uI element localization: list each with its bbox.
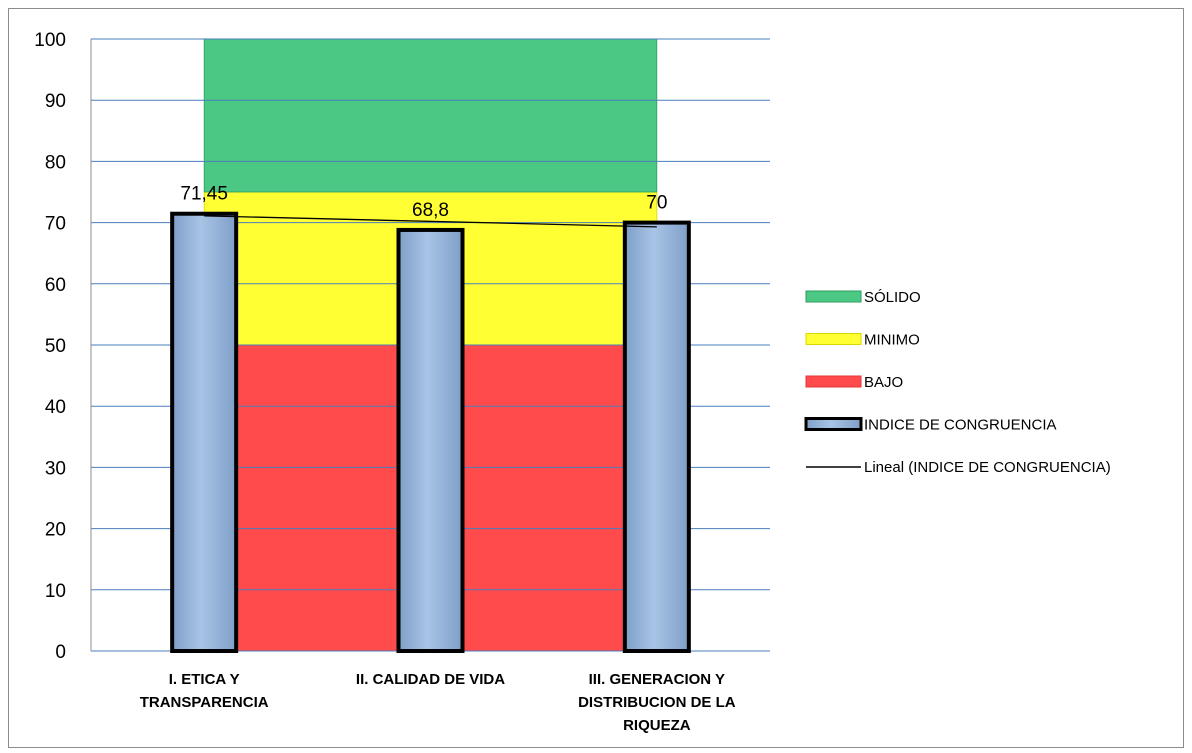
y-tick-label: 10: [45, 581, 66, 602]
x-tick-label: TRANSPARENCIA: [140, 694, 269, 711]
trendline: [204, 215, 657, 228]
legend-label: MINIMO: [864, 332, 920, 349]
legend-label: Lineal (INDICE DE CONGRUENCIA): [864, 459, 1111, 476]
y-tick-label: 60: [45, 275, 66, 296]
legend-swatch: [804, 417, 863, 431]
x-tick-label: RIQUEZA: [623, 717, 691, 734]
x-tick-label: II. CALIDAD DE VIDA: [356, 671, 505, 688]
y-tick-label: 20: [45, 520, 66, 541]
y-tick-label: 70: [45, 214, 66, 235]
bar: [396, 227, 465, 653]
legend-label: SÓLIDO: [864, 289, 921, 306]
data-label: 71,45: [180, 184, 228, 205]
bar: [622, 220, 691, 653]
y-tick-label: 30: [45, 458, 66, 479]
x-tick-label: III. GENERACION Y: [589, 671, 725, 688]
band-slido: [203, 38, 658, 193]
y-tick-label: 0: [55, 642, 66, 663]
legend-swatch: [805, 333, 862, 345]
y-tick-label: 50: [45, 336, 66, 357]
x-tick-label: I. ETICA Y: [169, 671, 240, 688]
y-tick-label: 40: [45, 397, 66, 418]
bar: [170, 211, 239, 653]
legend-label: INDICE DE CONGRUENCIA: [864, 417, 1057, 434]
legend-swatch: [805, 375, 862, 388]
data-label: 70: [646, 193, 667, 214]
legend-label: BAJO: [864, 374, 903, 391]
y-tick-label: 100: [34, 30, 66, 51]
legend-swatch: [805, 290, 862, 303]
x-tick-label: DISTRIBUCION DE LA: [578, 694, 736, 711]
data-label: 68,8: [412, 200, 449, 221]
y-tick-label: 90: [45, 91, 66, 112]
y-tick-label: 80: [45, 152, 66, 173]
